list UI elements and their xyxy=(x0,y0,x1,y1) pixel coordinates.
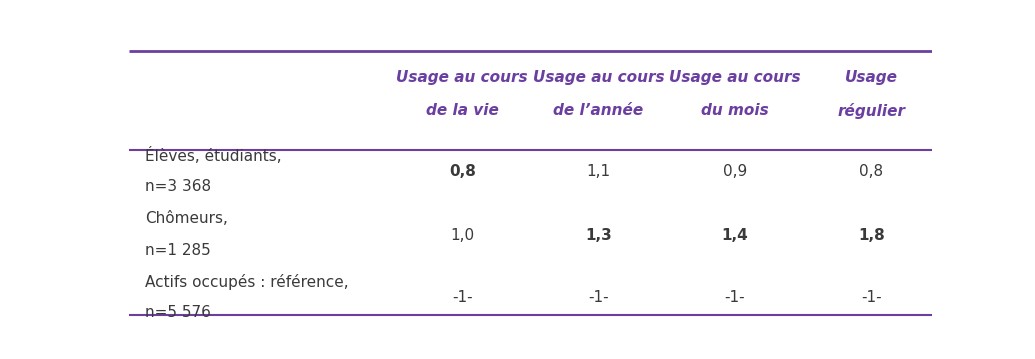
Text: 1,1: 1,1 xyxy=(587,164,611,179)
Text: Chômeurs,: Chômeurs, xyxy=(145,211,229,226)
Text: de l’année: de l’année xyxy=(554,103,644,118)
Text: Actifs occupés : référence,: Actifs occupés : référence, xyxy=(145,274,349,290)
Text: 1,0: 1,0 xyxy=(450,228,474,243)
Text: du mois: du mois xyxy=(701,103,769,118)
Text: Usage au cours: Usage au cours xyxy=(670,70,801,85)
Text: 1,3: 1,3 xyxy=(585,228,612,243)
Text: -1-: -1- xyxy=(588,290,609,305)
Text: Usage au cours: Usage au cours xyxy=(396,70,528,85)
Text: n=5 576: n=5 576 xyxy=(145,305,211,320)
Text: 0,9: 0,9 xyxy=(722,164,747,179)
Text: n=1 285: n=1 285 xyxy=(145,243,211,258)
Text: de la vie: de la vie xyxy=(425,103,499,118)
Text: Élèves, étudiants,: Élèves, étudiants, xyxy=(145,146,283,164)
Text: 0,8: 0,8 xyxy=(859,164,884,179)
Text: -1-: -1- xyxy=(724,290,745,305)
Text: -1-: -1- xyxy=(861,290,882,305)
Text: -1-: -1- xyxy=(452,290,473,305)
Text: 1,4: 1,4 xyxy=(721,228,748,243)
Text: régulier: régulier xyxy=(837,103,906,119)
Text: Usage: Usage xyxy=(845,70,897,85)
Text: 1,8: 1,8 xyxy=(858,228,885,243)
Text: Usage au cours: Usage au cours xyxy=(533,70,664,85)
Text: n=3 368: n=3 368 xyxy=(145,180,211,194)
Text: 0,8: 0,8 xyxy=(449,164,476,179)
